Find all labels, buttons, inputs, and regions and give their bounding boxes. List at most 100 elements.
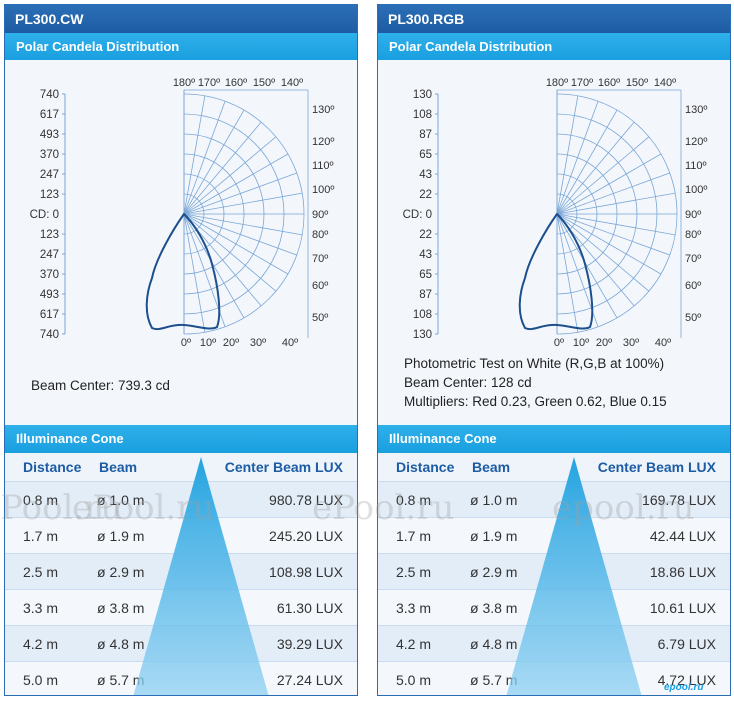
angle-label-right: 110º (312, 160, 334, 172)
angle-label-right: 70º (685, 253, 701, 265)
angle-label-bottom: 10º (200, 337, 216, 349)
polar-radial (183, 109, 245, 215)
angle-label-bottom: 0º (181, 337, 191, 349)
angle-label-right: 50º (685, 312, 701, 324)
row-beam: ø 5.7 m (97, 672, 145, 688)
polar-radial (183, 136, 277, 215)
row-beam: ø 3.8 m (470, 600, 518, 616)
polar-radial (556, 95, 579, 215)
polar-radial (556, 192, 676, 215)
polar-radial (556, 153, 662, 215)
angle-label-top: 150º (253, 77, 275, 89)
angle-label-bottom: 30º (250, 337, 266, 349)
row-distance: 3.3 m (23, 600, 59, 616)
angle-label-bottom: 40º (655, 337, 671, 349)
beam-center-note: Beam Center: 739.3 cd (31, 378, 170, 393)
row-distance: 4.2 m (23, 636, 59, 652)
polar-radial (183, 213, 289, 275)
illuminance-table: Distance Beam Center Beam LUX 0.8 m ø 1.0… (378, 453, 730, 695)
angle-label-top: 140º (654, 77, 676, 89)
angle-label-bottom: 40º (282, 337, 298, 349)
angle-label-right: 130º (685, 104, 707, 116)
model-title: PL300.CW (5, 5, 357, 33)
table-row: 3.3 m ø 3.8 m 10.61 LUX (378, 589, 730, 625)
model-title: PL300.RGB (378, 5, 730, 33)
polar-radial (183, 101, 226, 215)
cone-section-title: Illuminance Cone (5, 425, 357, 453)
candela-tick-label: 617 (40, 109, 59, 121)
candela-tick-label: 370 (40, 269, 59, 281)
row-lux: 42.44 LUX (649, 528, 716, 544)
polar-radial (183, 121, 262, 215)
beam-center-note: Beam Center: 128 cd (404, 375, 532, 390)
polar-chart: 130 108 87 65 43 22 CD: 0 22 43 65 87 108 130 180º 170… (403, 77, 708, 349)
angle-label-right: 120º (685, 136, 707, 148)
row-lux: 10.61 LUX (649, 600, 716, 616)
row-distance: 5.0 m (396, 672, 432, 688)
angle-label-top: 170º (198, 77, 220, 89)
panel-pl300-cw: PL300.CW Polar Candela Distribution 740 6… (4, 4, 358, 696)
cd-zero-label: CD: 0 (403, 209, 432, 221)
row-beam: ø 2.9 m (97, 564, 145, 580)
angle-label-top: 160º (598, 77, 620, 89)
candela-curve (518, 212, 594, 331)
row-beam: ø 1.9 m (470, 528, 518, 544)
angle-label-right: 110º (685, 160, 707, 172)
polar-chart: 740 617 493 370 247 123 CD: 0 123 247 370 493 617 74… (30, 77, 335, 349)
candela-tick-label: 617 (40, 309, 59, 321)
row-beam: ø 4.8 m (97, 636, 145, 652)
row-beam: ø 1.0 m (97, 492, 145, 508)
row-distance: 0.8 m (23, 492, 59, 508)
panel-pl300-rgb: PL300.RGB Polar Candela Distribution 130… (377, 4, 731, 696)
row-lux: 6.79 LUX (657, 636, 716, 652)
multipliers-note: Multipliers: Red 0.23, Green 0.62, Blue … (404, 394, 667, 409)
candela-tick-label: 22 (419, 229, 432, 241)
table-row: 0.8 m ø 1.0 m 980.78 LUX (5, 481, 357, 517)
candela-tick-label: 87 (419, 129, 432, 141)
table-row: 2.5 m ø 2.9 m 18.86 LUX (378, 553, 730, 589)
polar-radial (183, 192, 303, 215)
angle-label-top: 150º (626, 77, 648, 89)
candela-tick-label: 65 (419, 269, 432, 281)
candela-curve (145, 212, 221, 331)
polar-radial (556, 213, 599, 327)
header-beam: Beam (99, 459, 138, 475)
polar-radial (556, 213, 618, 319)
angle-label-right: 100º (312, 184, 334, 196)
candela-tick-label: 87 (419, 289, 432, 301)
row-distance: 2.5 m (396, 564, 432, 580)
table-row: 1.7 m ø 1.9 m 42.44 LUX (378, 517, 730, 553)
row-lux: 245.20 LUX (269, 528, 343, 544)
polar-radial (556, 213, 650, 292)
polar-section-title: Polar Candela Distribution (378, 33, 730, 60)
table-row: 4.2 m ø 4.8 m 39.29 LUX (5, 625, 357, 661)
table-row: 1.7 m ø 1.9 m 245.20 LUX (5, 517, 357, 553)
candela-tick-label: 43 (419, 249, 432, 261)
header-distance: Distance (396, 459, 455, 475)
row-distance: 2.5 m (23, 564, 59, 580)
angle-label-bottom: 20º (223, 337, 239, 349)
polar-radial (556, 136, 650, 215)
polar-radial (183, 213, 206, 333)
candela-tick-label: 493 (40, 129, 59, 141)
row-lux: 39.29 LUX (276, 636, 343, 652)
angle-label-top: 180º (173, 77, 195, 89)
corner-logo: epool.ru (664, 682, 704, 693)
row-lux: 61.30 LUX (276, 600, 343, 616)
row-distance: 5.0 m (23, 672, 59, 688)
header-lux: Center Beam LUX (597, 459, 716, 475)
photometric-test-note: Photometric Test on White (R,G,B at 100%… (404, 356, 665, 371)
angle-label-right: 130º (312, 104, 334, 116)
candela-tick-label: 123 (40, 229, 59, 241)
polar-radial (556, 213, 676, 236)
row-lux: 108.98 LUX (269, 564, 343, 580)
angle-label-right: 50º (312, 312, 328, 324)
angle-label-right: 90º (685, 209, 701, 221)
angle-label-right: 90º (312, 209, 328, 221)
angle-label-right: 120º (312, 136, 334, 148)
row-lux: 980.78 LUX (269, 492, 343, 508)
candela-tick-label: 123 (40, 189, 59, 201)
polar-chart-area: 740 617 493 370 247 123 CD: 0 123 247 370 493 617 74… (5, 60, 357, 425)
table-row: 0.8 m ø 1.0 m 169.78 LUX (378, 481, 730, 517)
candela-tick-label: 493 (40, 289, 59, 301)
